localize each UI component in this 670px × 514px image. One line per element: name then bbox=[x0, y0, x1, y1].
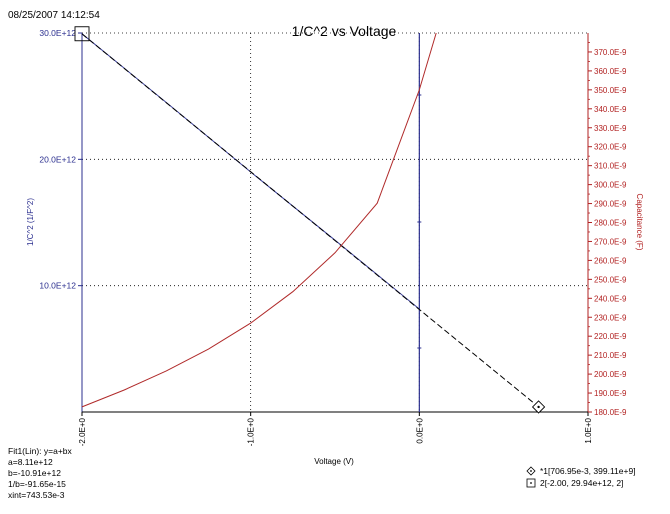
y-right-tick-label: 350.0E-9 bbox=[594, 86, 627, 95]
fit-info: Fit1(Lin): y=a+bx a=8.11e+12 b=-10.91e+1… bbox=[8, 446, 73, 500]
y-right-tick-label: 330.0E-9 bbox=[594, 124, 627, 133]
y-right-tick-label: 200.0E-9 bbox=[594, 370, 627, 379]
legend-item: *1[706.95e-3, 399.11e+9] bbox=[526, 466, 636, 476]
y-right-tick-label: 320.0E-9 bbox=[594, 143, 627, 152]
y-left-tick-label: 20.0E+12 bbox=[39, 154, 76, 164]
y-right-tick-label: 230.0E-9 bbox=[594, 313, 627, 322]
y-right-tick-label: 250.0E-9 bbox=[594, 275, 627, 284]
y-left-axis-label: 1/C^2 (1/F^2) bbox=[26, 198, 35, 246]
y-left-tick-label: 30.0E+12 bbox=[39, 28, 76, 38]
legend-square-icon bbox=[526, 478, 536, 488]
y-left-tick-label: 10.0E+12 bbox=[39, 281, 76, 291]
grid bbox=[81, 32, 589, 412]
diamond-marker-dot bbox=[537, 405, 540, 409]
y-right-tick-label: 210.0E-9 bbox=[594, 351, 627, 360]
y-right-tick-label: 340.0E-9 bbox=[594, 105, 627, 114]
legend-diamond-dot-icon bbox=[530, 470, 532, 472]
y-right-tick-label: 290.0E-9 bbox=[594, 200, 627, 209]
axes: -2.0E+0 -1.0E+0 0.0E+0 1.0E+0 10.0E+12 20.0E+… bbox=[39, 28, 627, 446]
x-tick-label: 0.0E+0 bbox=[415, 417, 424, 443]
fit-info-line: 1/b=-91.65e-15 bbox=[8, 479, 66, 489]
y-right-tick-label: 300.0E-9 bbox=[594, 181, 627, 190]
square-marker bbox=[74, 26, 90, 42]
y-right-tick-label: 260.0E-9 bbox=[594, 256, 627, 265]
legend: *1[706.95e-3, 399.11e+9] 2[-2.00, 29.94e… bbox=[526, 466, 636, 488]
x-axis-label: Voltage (V) bbox=[314, 457, 354, 466]
x-tick-label: -2.0E+0 bbox=[78, 417, 87, 446]
y-right-tick-label: 360.0E-9 bbox=[594, 67, 627, 76]
legend-square-dot-icon bbox=[530, 482, 532, 484]
fit-info-line: a=8.11e+12 bbox=[8, 457, 53, 467]
y-right-tick-label: 220.0E-9 bbox=[594, 332, 627, 341]
y-right-axis-label: Capacitance (F) bbox=[635, 194, 644, 251]
markers-group bbox=[74, 26, 546, 414]
fit-line bbox=[81, 33, 539, 408]
x-tick-label: -1.0E+0 bbox=[247, 417, 256, 446]
legend-diamond-icon bbox=[526, 466, 536, 476]
y-right-tick-label: 310.0E-9 bbox=[594, 162, 627, 171]
y-right-tick-label: 240.0E-9 bbox=[594, 294, 627, 303]
chart-title: 1/C^2 vs Voltage bbox=[292, 23, 397, 39]
series-group bbox=[81, 32, 539, 408]
fit-info-line: xint=743.53e-3 bbox=[8, 490, 65, 500]
y-right-tick-label: 370.0E-9 bbox=[594, 48, 627, 57]
timestamp: 08/25/2007 14:12:54 bbox=[8, 10, 100, 21]
y-right-tick-label: 270.0E-9 bbox=[594, 237, 627, 246]
x-tick-label: 1.0E+0 bbox=[584, 417, 593, 443]
legend-label: 2[-2.00, 29.94e+12, 2] bbox=[540, 478, 623, 488]
y-right-tick-label: 180.0E-9 bbox=[594, 408, 627, 417]
fit-info-line: Fit1(Lin): y=a+bx bbox=[8, 446, 73, 456]
legend-label: *1[706.95e-3, 399.11e+9] bbox=[540, 466, 636, 476]
legend-item: 2[-2.00, 29.94e+12, 2] bbox=[526, 478, 623, 488]
capacitance-curve bbox=[81, 32, 437, 408]
fit-info-line: b=-10.91e+12 bbox=[8, 468, 61, 478]
y-right-tick-label: 190.0E-9 bbox=[594, 389, 627, 398]
y-right-tick-label: 280.0E-9 bbox=[594, 219, 627, 228]
